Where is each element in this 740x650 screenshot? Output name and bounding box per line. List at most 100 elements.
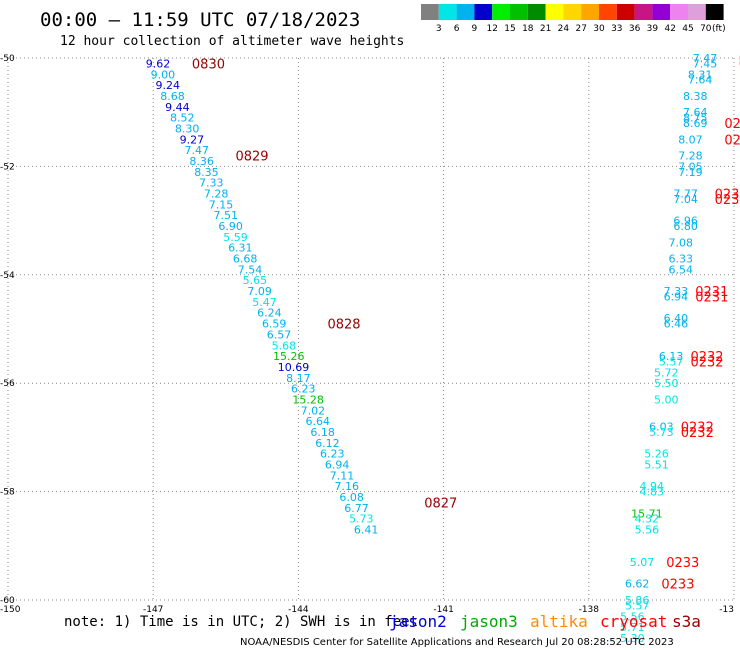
swh-point: 5.30 (620, 632, 645, 645)
swh-point: 7.64 (688, 74, 713, 87)
time-label: 0232 (690, 350, 723, 365)
legend-swatch (705, 4, 724, 20)
legend-swatch (616, 4, 635, 20)
swh-point: 5.86 (625, 594, 650, 607)
swh-point: 6.24 (257, 307, 282, 320)
legend-label: 36 (629, 24, 641, 34)
time-label: 0232 (681, 426, 714, 441)
x-tick-label: -141 (433, 605, 453, 615)
swh-point: 5.57 (625, 599, 650, 612)
time-label: 0232 (690, 356, 723, 371)
y-tick-label: -56 (0, 379, 15, 389)
swh-point: 5.51 (644, 459, 669, 472)
time-label: 0232 (681, 421, 714, 436)
grid-lines (7, 57, 735, 601)
swh-point: 8.31 (688, 68, 713, 81)
legend-label: 24 (558, 24, 570, 34)
swh-point: 6.08 (339, 491, 364, 504)
satellite-s3a: s3a (672, 612, 701, 631)
swh-point: 5.59 (223, 231, 248, 244)
swh-point: 7.19 (678, 166, 703, 179)
time-label: 0231 (695, 285, 728, 300)
chart-title: 00:00 – 11:59 UTC 07/18/2023 (40, 9, 360, 31)
time-label: 023 (724, 117, 740, 132)
swh-point: 6.68 (233, 253, 258, 266)
legend-swatch (652, 4, 671, 20)
swh-point: 6.12 (315, 437, 340, 450)
swh-point: 8.17 (286, 372, 311, 385)
swh-point: 5.07 (630, 556, 655, 569)
satellite-jason3: jason3 (460, 612, 518, 631)
swh-point: 15.26 (273, 350, 305, 363)
swh-point: 7.11 (330, 469, 355, 482)
y-tick-label: -50 (0, 54, 15, 64)
swh-point: 5.56 (635, 524, 660, 537)
swh-point: 6.62 (625, 578, 650, 591)
y-tick-label: -54 (0, 271, 15, 281)
swh-point: 9.62 (146, 57, 171, 70)
swh-point: 5.68 (272, 339, 297, 352)
swh-point: 4.94 (639, 480, 664, 493)
legend-swatch (670, 4, 688, 20)
satellite-altika: altika (530, 612, 588, 631)
legend-label: 6 (454, 24, 460, 34)
x-tick-label: -144 (288, 605, 309, 615)
legend-label: 27 (575, 24, 586, 34)
swh-point: 6.80 (673, 220, 698, 233)
legend-label: 42 (664, 24, 675, 34)
footer-credit: NOAA/NESDIS Center for Satellite Applica… (240, 637, 674, 648)
swh-point: 6.40 (664, 312, 689, 325)
legend-unit: (ft) (712, 24, 726, 34)
time-labels: 0830082908280827000230230231023102310231… (192, 52, 740, 593)
swh-point: 9.00 (151, 68, 176, 81)
swh-point: 9.27 (180, 133, 205, 146)
swh-point: 6.90 (218, 220, 243, 233)
y-tick-label: -52 (0, 162, 15, 172)
swh-point: 6.64 (306, 415, 331, 428)
legend-swatch (492, 4, 510, 20)
swh-point: 6.23 (320, 448, 345, 461)
legend-swatch (510, 4, 528, 20)
swh-point: 8.35 (194, 166, 219, 179)
legend-swatch (599, 4, 617, 20)
swh-point: 4.83 (639, 486, 664, 499)
swh-point: 7.04 (673, 193, 698, 206)
satellite-legend: jason2 jason3 altika cryosat s3a (389, 612, 701, 631)
legend-swatch (634, 4, 653, 20)
swh-point: 7.51 (214, 209, 239, 222)
swh-point: 7.47 (185, 144, 210, 157)
swh-point: 7.54 (238, 263, 263, 276)
legend-swatch (545, 4, 564, 20)
swh-point: 6.96 (673, 215, 698, 228)
swh-point: 5.50 (654, 377, 679, 390)
x-tick-label: -13 (719, 605, 734, 615)
legend-label: 15 (504, 24, 515, 34)
swh-point: 5.26 (644, 448, 669, 461)
color-legend: 3 6 9 12 15 18 21 24 27 30 33 36 39 42 45 70 (ft) (421, 4, 726, 34)
footer-note: note: 1) Time is in UTC; 2) SWH is in fe… (64, 614, 418, 630)
swh-point: 8.75 (683, 112, 708, 125)
swh-point: 6.46 (664, 318, 689, 331)
legend-label: 21 (540, 24, 551, 34)
swh-point: 6.94 (664, 290, 689, 303)
swh-point: 8.38 (683, 90, 708, 103)
satellite-jason2: jason2 (389, 612, 447, 631)
swh-point: 7.77 (673, 188, 698, 201)
swh-point: 6.33 (669, 253, 694, 266)
legend-label: 30 (593, 24, 605, 34)
swh-point: 8.52 (170, 112, 195, 125)
swh-point: 6.94 (325, 459, 350, 472)
legend-label: 33 (611, 24, 622, 34)
time-label: 0829 (235, 150, 268, 165)
time-label: 0231 (695, 290, 728, 305)
swh-point: 5.73 (649, 426, 674, 439)
swh-point: 6.57 (267, 328, 292, 341)
swh-point: 7.28 (678, 150, 703, 163)
swh-point: 5.47 (252, 296, 277, 309)
swh-point: 7.33 (199, 177, 224, 190)
swh-point: 7.15 (209, 198, 234, 211)
legend-label: 70 (700, 24, 712, 34)
swh-point: 15.71 (631, 507, 663, 520)
swh-point: 5.00 (654, 393, 679, 406)
swh-point: 8.36 (189, 155, 214, 168)
